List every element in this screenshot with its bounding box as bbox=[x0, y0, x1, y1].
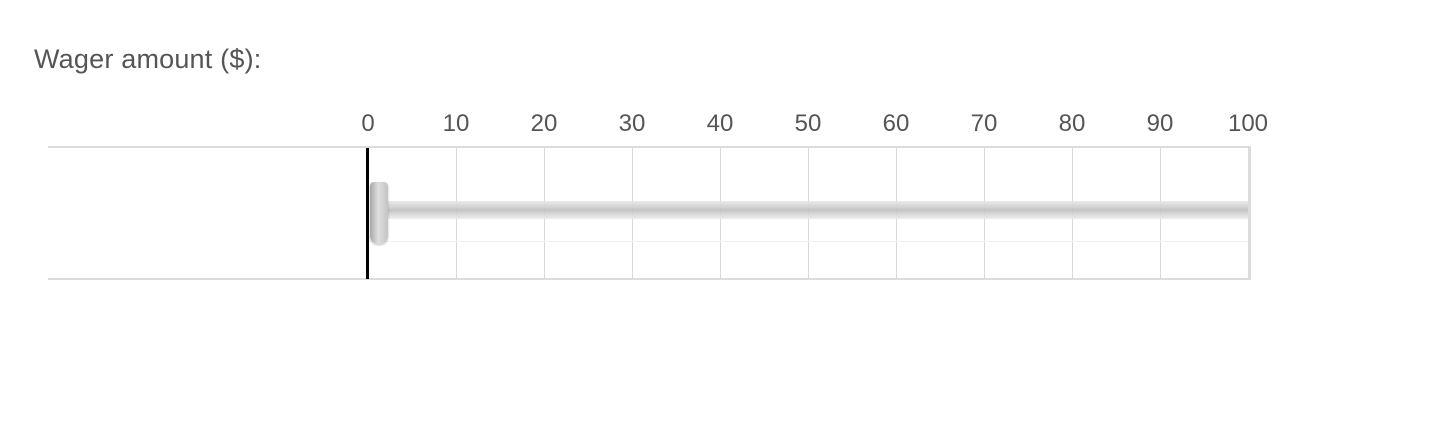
row-divider bbox=[368, 241, 1248, 242]
slider-track-region[interactable] bbox=[366, 148, 1251, 279]
tick-label: 100 bbox=[1227, 110, 1269, 137]
tick-label: 30 bbox=[618, 110, 646, 137]
tick-label: 50 bbox=[794, 110, 822, 137]
tick-labels: 0 10 20 30 40 50 60 70 80 90 100 bbox=[361, 110, 1268, 140]
tick-label: 80 bbox=[1058, 110, 1086, 137]
zero-axis-line bbox=[366, 148, 369, 279]
tick-label: 10 bbox=[442, 110, 470, 137]
slider-row bbox=[48, 146, 1251, 280]
question-label: Wager amount ($): bbox=[34, 44, 262, 74]
slider-handle[interactable] bbox=[370, 182, 388, 244]
tick-label: 90 bbox=[1146, 110, 1174, 137]
tick-label: 70 bbox=[970, 110, 998, 137]
tick-label: 0 bbox=[361, 110, 375, 137]
tick-label: 60 bbox=[882, 110, 910, 137]
tick-label: 20 bbox=[530, 110, 558, 137]
tick-label: 40 bbox=[706, 110, 734, 137]
slider-track[interactable] bbox=[376, 201, 1248, 219]
slider-widget: 0 10 20 30 40 50 60 70 80 90 100 bbox=[48, 110, 1268, 280]
